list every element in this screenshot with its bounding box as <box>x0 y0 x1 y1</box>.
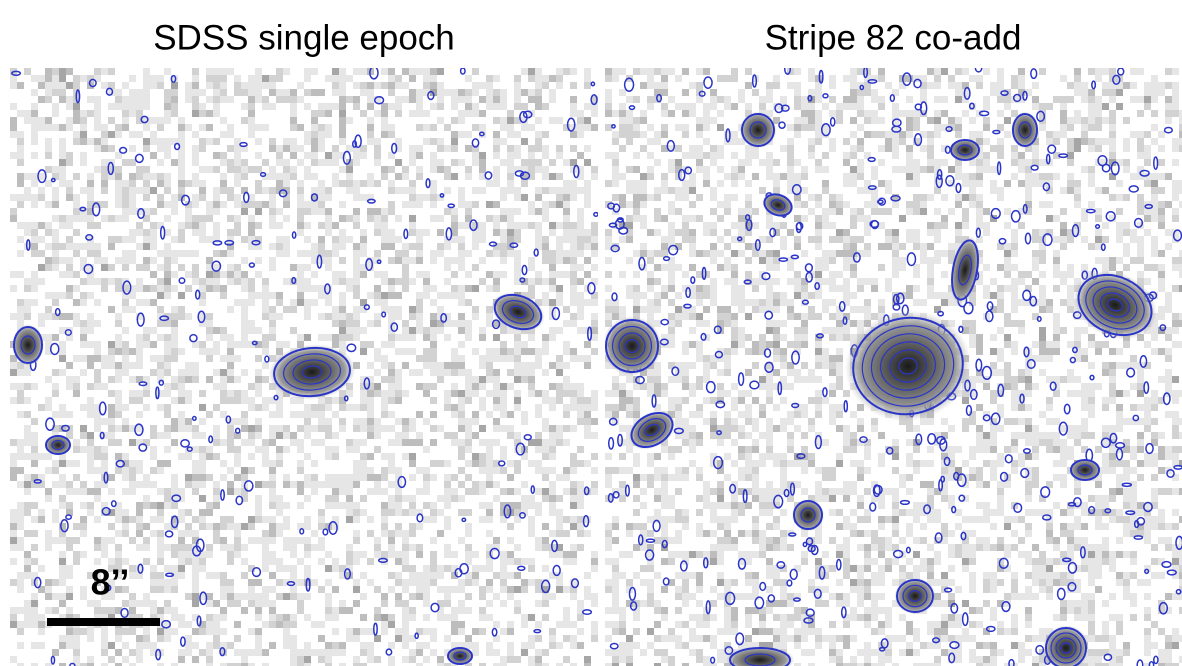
scale-bar <box>47 618 160 626</box>
page: SDSS single epoch Stripe 82 co-add 8’’ (… <box>0 0 1182 666</box>
panel-title: SDSS single epoch <box>153 18 455 57</box>
galaxy <box>44 435 72 456</box>
galaxy <box>792 499 824 531</box>
figure: SDSS single epoch Stripe 82 co-add 8’’ <box>0 0 1182 666</box>
galaxy <box>602 316 662 376</box>
panel-title: Stripe 82 co-add <box>765 18 1022 57</box>
galaxy <box>949 139 981 162</box>
galaxy <box>446 647 474 665</box>
galaxy <box>1011 112 1039 149</box>
scale-bar-label: 8’’ <box>91 562 130 603</box>
galaxy <box>894 578 935 615</box>
galaxy <box>1069 459 1101 482</box>
galaxy <box>12 324 44 365</box>
galaxy <box>740 112 777 149</box>
